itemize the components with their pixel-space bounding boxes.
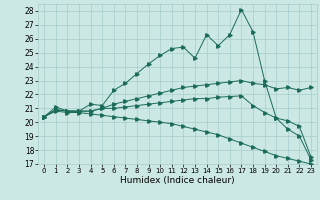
- X-axis label: Humidex (Indice chaleur): Humidex (Indice chaleur): [120, 176, 235, 185]
